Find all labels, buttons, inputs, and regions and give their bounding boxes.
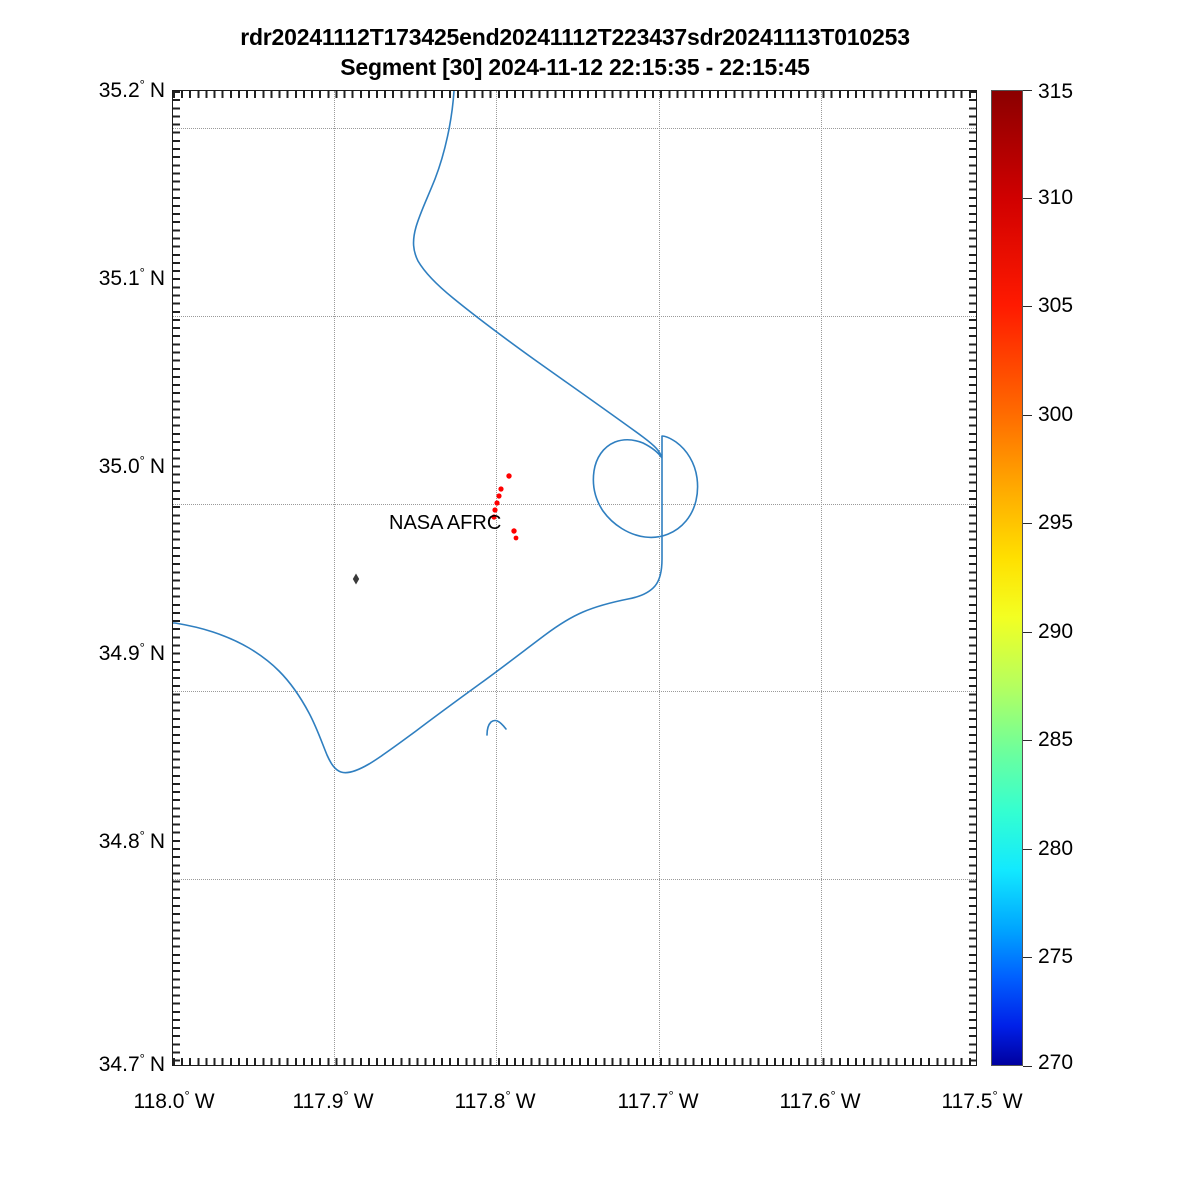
flight-track-path <box>173 91 699 774</box>
site-marker-icon <box>352 573 360 585</box>
xtick-value: 117.9 <box>292 1090 344 1113</box>
ytick-label: 34.8° N <box>98 828 165 854</box>
ytick-label: 35.2° N <box>98 77 165 103</box>
colorbar-tick <box>1023 632 1032 633</box>
colorbar-label: 290 <box>1038 620 1074 643</box>
degree-symbol: ° <box>139 77 145 92</box>
xtick-hemisphere: W <box>515 1090 536 1113</box>
xtick-value: 117.7 <box>617 1090 669 1113</box>
ytick-label: 34.7° N <box>98 1051 165 1077</box>
degree-symbol: ° <box>139 1051 145 1066</box>
ytick-label: 34.9° N <box>98 640 165 666</box>
title-subtitle: Segment [30] 2024-11-12 22:15:35 - 22:15… <box>340 54 810 80</box>
ytick-hemisphere: N <box>149 455 165 478</box>
degree-symbol: ° <box>505 1088 511 1103</box>
colorbar-label: 300 <box>1038 403 1074 426</box>
colorbar-tick <box>1023 740 1032 741</box>
map-axes[interactable]: NASA AFRC <box>172 90 977 1066</box>
degree-symbol: ° <box>830 1088 836 1103</box>
map-canvas: NASA AFRC <box>173 91 976 1065</box>
highlighted-segment-markers <box>491 473 519 541</box>
colorbar-label: 310 <box>1038 186 1074 209</box>
degree-symbol: ° <box>139 828 145 843</box>
degree-symbol: ° <box>668 1088 674 1103</box>
ytick-value: 34.9 <box>98 642 140 665</box>
ytick-hemisphere: N <box>149 642 165 665</box>
colorbar-label: 295 <box>1038 511 1074 534</box>
xtick-hemisphere: W <box>1002 1090 1023 1113</box>
degree-symbol: ° <box>139 453 145 468</box>
colorbar[interactable] <box>991 90 1023 1066</box>
colorbar-tick <box>1023 523 1032 524</box>
colorbar-tick <box>1023 849 1032 850</box>
ytick-hemisphere: N <box>149 79 165 102</box>
colorbar-tick <box>1023 957 1032 958</box>
colorbar-label: 285 <box>1038 728 1074 751</box>
colorbar-tick <box>1023 415 1032 416</box>
ytick-value: 35.2 <box>98 79 140 102</box>
xtick-value: 118.0 <box>133 1090 185 1113</box>
page-title: rdr20241112T173425end20241112T223437sdr2… <box>240 24 910 50</box>
ytick-value: 35.0 <box>98 455 140 478</box>
ytick-hemisphere: N <box>149 267 165 290</box>
xtick-hemisphere: W <box>678 1090 699 1113</box>
xtick-value: 117.5 <box>941 1090 993 1113</box>
colorbar-label: 280 <box>1038 837 1074 860</box>
colorbar-label: 315 <box>1038 80 1074 103</box>
xtick-hemisphere: W <box>353 1090 374 1113</box>
xtick-label: 117.5° W <box>912 1088 1052 1114</box>
colorbar-tick <box>1023 306 1032 307</box>
degree-symbol: ° <box>343 1088 349 1103</box>
xtick-label: 118.0° W <box>104 1088 244 1114</box>
xtick-hemisphere: W <box>840 1090 861 1113</box>
xtick-hemisphere: W <box>194 1090 215 1113</box>
ytick-hemisphere: N <box>149 1053 165 1076</box>
ytick-hemisphere: N <box>149 830 165 853</box>
ytick-value: 34.8 <box>98 830 140 853</box>
degree-symbol: ° <box>992 1088 998 1103</box>
colorbar-tick <box>1023 198 1032 199</box>
degree-symbol: ° <box>139 640 145 655</box>
ytick-label: 35.1° N <box>98 265 165 291</box>
colorbar-label: 305 <box>1038 294 1074 317</box>
flight-track-branch <box>486 719 507 736</box>
ytick-value: 35.1 <box>98 267 140 290</box>
xtick-label: 117.6° W <box>750 1088 890 1114</box>
colorbar-label: 270 <box>1038 1051 1074 1074</box>
site-label: NASA AFRC <box>389 512 502 534</box>
xtick-value: 117.6 <box>779 1090 831 1113</box>
colorbar-tick <box>1023 1066 1032 1067</box>
degree-symbol: ° <box>139 265 145 280</box>
xtick-label: 117.7° W <box>588 1088 728 1114</box>
colorbar-label: 275 <box>1038 945 1074 968</box>
ytick-label: 35.0° N <box>98 453 165 479</box>
xtick-label: 117.8° W <box>425 1088 565 1114</box>
ytick-value: 34.7 <box>98 1053 140 1076</box>
colorbar-tick <box>1023 90 1032 91</box>
xtick-value: 117.8 <box>454 1090 506 1113</box>
flight-track-layer <box>173 91 699 774</box>
degree-symbol: ° <box>184 1088 190 1103</box>
xtick-label: 117.9° W <box>263 1088 403 1114</box>
title-block: rdr20241112T173425end20241112T223437sdr2… <box>0 22 1150 82</box>
